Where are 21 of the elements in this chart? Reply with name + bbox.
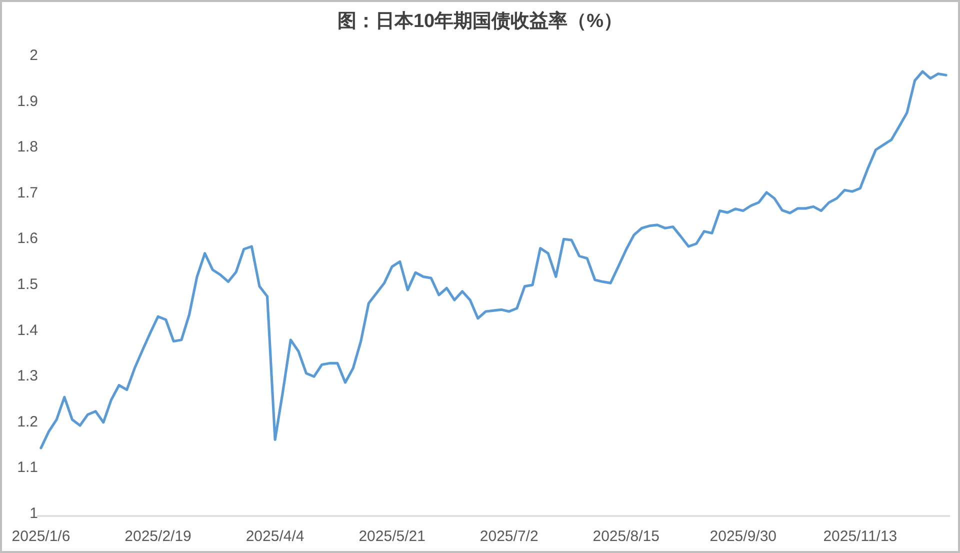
y-tick-label: 1.2 [17, 413, 38, 430]
y-tick-label: 1.3 [17, 368, 38, 385]
y-tick-label: 2 [30, 47, 38, 64]
y-tick-label: 1.9 [17, 92, 38, 110]
x-tick-label: 2025/5/21 [358, 528, 426, 545]
x-tick-label: 2025/9/30 [710, 528, 777, 545]
x-tick-label: 2025/4/4 [246, 528, 304, 545]
y-tick-label: 1.5 [17, 276, 38, 293]
x-tick-label: 2025/8/15 [592, 528, 660, 545]
x-tick-label: 2025/7/2 [480, 528, 538, 545]
y-tick-label: 1.4 [17, 322, 38, 339]
x-tick-label: 2025/2/19 [124, 528, 192, 545]
y-tick-label: 1.7 [17, 184, 38, 202]
line-series [40, 70, 948, 450]
x-tick-label: 2025/1/6 [12, 528, 70, 545]
y-tick-label: 1.1 [17, 459, 38, 476]
y-tick-label: 1.6 [17, 230, 38, 248]
y-tick-label: 1.8 [17, 138, 38, 156]
chart-title: 图：日本10年期国债收益率（%） [337, 10, 623, 32]
x-tick-label: 2025/11/13 [823, 528, 898, 545]
y-tick-label: 1 [30, 505, 38, 522]
